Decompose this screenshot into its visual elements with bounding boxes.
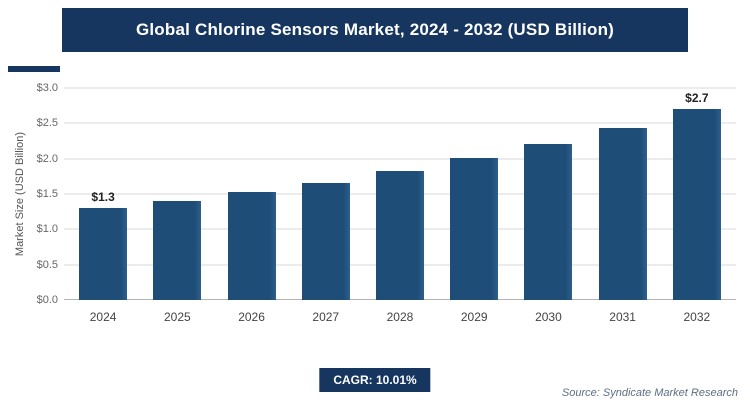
x-tick-label-2024: 2024: [89, 310, 117, 324]
chart-area: Market Size (USD Billion) $0.0 $0.5 $1.0 $1…: [10, 82, 736, 334]
bar-cell-2024: $1.3: [66, 88, 140, 300]
bar-2027: [301, 182, 350, 300]
bar-cell-2027: [289, 88, 363, 300]
gridline: [64, 158, 736, 160]
bar-2032: [672, 109, 721, 300]
bar-cell-2025: [140, 88, 214, 300]
x-tick-label-2026: 2026: [238, 310, 265, 324]
y-axis-ticks: $0.0 $0.5 $1.0 $1.5 $2.0 $2.5 $3.0: [30, 82, 64, 306]
bars-row: $1.3 $2.7: [64, 88, 736, 300]
bar-value-label-2032: $2.7: [685, 91, 709, 106]
chart-border-accent: [8, 66, 60, 72]
y-tick-label: $2.5: [36, 117, 58, 130]
gridline: [64, 122, 736, 124]
plot-area: $1.3 $2.7: [64, 87, 736, 300]
y-tick-label: $2.0: [36, 152, 58, 165]
x-tick-label-2025: 2025: [163, 310, 191, 324]
cagr-badge: CAGR: 10.01%: [319, 368, 431, 392]
x-tick-label-2029: 2029: [460, 310, 488, 324]
bar-2030: [524, 143, 573, 300]
y-tick-label: $3.0: [36, 82, 58, 94]
bar-2029: [450, 157, 499, 300]
y-tick-label: $1.0: [36, 223, 58, 236]
bar-2028: [375, 171, 424, 300]
y-tick-label: $0.0: [36, 294, 58, 306]
bar-cell-2028: [363, 88, 437, 300]
x-tick-label-2028: 2028: [386, 310, 414, 324]
y-tick-label: $1.5: [36, 188, 58, 200]
bar-2031: [598, 128, 647, 300]
y-axis-title-wrap: Market Size (USD Billion): [10, 88, 30, 300]
bar-cell-2032: $2.7: [660, 88, 734, 300]
bar-value-label-2024: $1.3: [91, 190, 115, 205]
bar-cell-2029: [437, 88, 511, 300]
x-axis-labels: 2024 2025 2026 2027 2028 2029 2030 2031 2032: [64, 300, 736, 334]
chart-title-banner: Global Chlorine Sensors Market, 2024 - 2…: [62, 8, 688, 52]
y-tick-label: $0.5: [36, 258, 58, 271]
y-axis-title: Market Size (USD Billion): [14, 131, 26, 257]
x-tick-label-2032: 2032: [683, 310, 711, 324]
gridline: [64, 87, 736, 89]
x-tick-label-2027: 2027: [312, 310, 340, 324]
x-tick-label-2031: 2031: [609, 310, 636, 324]
bar-cell-2030: [511, 88, 585, 300]
bar-2025: [153, 201, 202, 300]
bar-2026: [227, 191, 276, 300]
x-tick-label-2030: 2030: [535, 310, 562, 324]
bar-cell-2026: [214, 88, 288, 300]
bar-cell-2031: [586, 88, 660, 300]
bar-2024: [79, 208, 128, 300]
chart-title: Global Chlorine Sensors Market, 2024 - 2…: [135, 20, 615, 39]
source-attribution: Source: Syndicate Market Research: [561, 387, 738, 399]
